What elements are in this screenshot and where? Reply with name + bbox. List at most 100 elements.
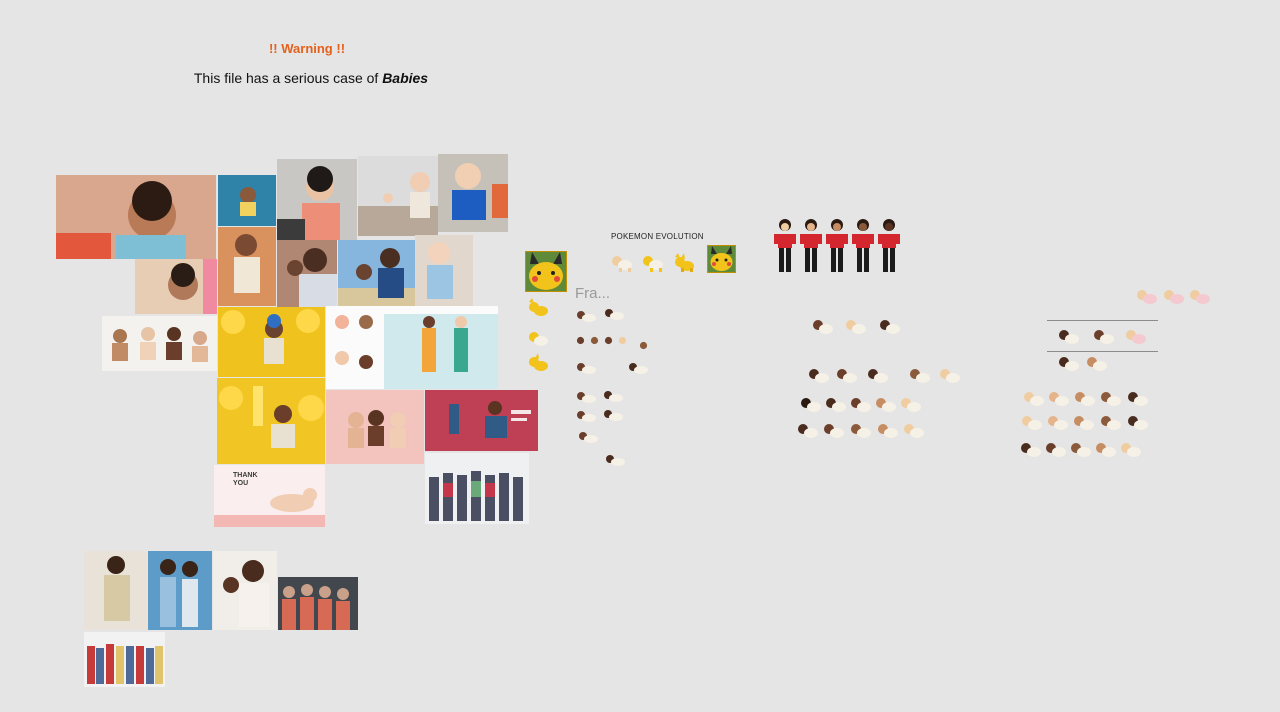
baby-emoji[interactable] [1100, 390, 1122, 408]
cat-baby-emoji-vertical-2[interactable] [527, 328, 549, 348]
baby-photo-yellow-balloons[interactable] [218, 307, 325, 377]
cat-emoji-vertical-1[interactable] [527, 298, 549, 318]
baby-emoji[interactable] [903, 422, 925, 440]
baby-emoji[interactable] [628, 361, 648, 377]
pikachu-large-emoji[interactable] [525, 251, 567, 292]
baby-emoji[interactable] [576, 309, 596, 325]
baby-emoji[interactable] [604, 307, 624, 323]
baby-emoji[interactable] [1020, 441, 1042, 459]
thank-you-card[interactable]: THANK YOU [214, 465, 325, 527]
baby-emoji[interactable] [1047, 414, 1069, 432]
baby-photo-white-room[interactable] [358, 156, 438, 236]
woman-emoji-red-shirt[interactable] [800, 218, 822, 274]
photo-pregnant-woman[interactable] [84, 551, 147, 630]
divider-line [1047, 351, 1158, 352]
baby-emoji[interactable] [867, 367, 889, 385]
baby-head-emoji[interactable] [618, 336, 627, 345]
baby-emoji[interactable] [850, 422, 872, 440]
pokemon-evolution-label: POKEMON EVOLUTION [611, 232, 704, 241]
family-photo-palm-trees[interactable] [338, 240, 415, 307]
baby-emoji[interactable] [1070, 441, 1092, 459]
baby-emoji[interactable] [1074, 390, 1096, 408]
baby-emoji[interactable] [797, 422, 819, 440]
baby-emoji[interactable] [900, 396, 922, 414]
baby-emoji[interactable] [1058, 355, 1080, 373]
baby-emoji[interactable] [1127, 414, 1149, 432]
thank-you-line2: YOU [233, 480, 249, 487]
baby-emoji[interactable] [850, 396, 872, 414]
baby-head-emoji[interactable] [576, 336, 585, 345]
baby-photo-smiling-toys[interactable] [135, 259, 217, 314]
photo-mom-kids-smiling[interactable] [213, 551, 277, 630]
baby-emoji-pink[interactable] [1136, 288, 1158, 306]
photo-couple-blue[interactable] [148, 551, 212, 630]
woman-emoji-red-shirt[interactable] [774, 218, 796, 274]
cat-baby-emoji[interactable] [642, 253, 664, 273]
baby-emoji[interactable] [611, 253, 633, 273]
pikachu-emoji[interactable] [707, 245, 736, 273]
baby-head-emoji[interactable] [604, 336, 613, 345]
warning-text-emphasis: Babies [382, 70, 429, 86]
babies-row-photo[interactable] [102, 316, 217, 371]
baby-emoji[interactable] [576, 409, 596, 425]
baby-emoji[interactable] [939, 367, 961, 385]
baby-head-emoji[interactable] [639, 341, 648, 350]
baby-photo-number-one-balloon[interactable] [217, 378, 325, 464]
baby-emoji[interactable] [1048, 390, 1070, 408]
baby-emoji[interactable] [1093, 328, 1115, 346]
cat-emoji[interactable] [673, 253, 695, 273]
baby-emoji[interactable] [576, 361, 596, 377]
photo-women-red-shirts[interactable] [278, 577, 358, 630]
divider-line [1047, 320, 1158, 321]
baby-emoji[interactable] [1127, 390, 1149, 408]
baby-photo-blue-onesie[interactable] [415, 235, 473, 307]
baby-emoji[interactable] [1100, 414, 1122, 432]
thank-you-line1: THANK [233, 472, 258, 479]
baby-emoji[interactable] [875, 396, 897, 414]
baby-emoji[interactable] [1086, 355, 1108, 373]
baby-emoji[interactable] [1073, 414, 1095, 432]
ad-photo-red-poster[interactable] [425, 390, 538, 451]
baby-emoji[interactable] [836, 367, 858, 385]
woman-emoji-red-shirt[interactable] [826, 218, 848, 274]
baby-emoji[interactable] [1021, 414, 1043, 432]
baby-emoji[interactable] [1045, 441, 1067, 459]
group-photo-women-white[interactable] [425, 453, 529, 524]
baby-emoji[interactable] [800, 396, 822, 414]
baby-emoji[interactable] [1095, 441, 1117, 459]
baby-emoji-pink[interactable] [1163, 288, 1185, 306]
baby-photo-curly-hair[interactable] [56, 175, 216, 259]
baby-emoji[interactable] [605, 453, 625, 469]
cat-emoji-vertical-3[interactable] [527, 353, 549, 373]
baby-photo-cookie-monster[interactable] [438, 154, 508, 232]
baby-emoji[interactable] [845, 318, 867, 336]
baby-emoji-pink[interactable] [1125, 328, 1147, 346]
baby-emoji[interactable] [812, 318, 834, 336]
woman-emoji-red-shirt[interactable] [878, 218, 900, 274]
family-photo-dad-kiss[interactable] [277, 240, 337, 307]
baby-photo-standing-dress[interactable] [218, 227, 276, 306]
baby-emoji[interactable] [879, 318, 901, 336]
babies-photo-pink-background[interactable] [326, 390, 424, 464]
baby-photo-pink-shirt[interactable] [277, 159, 357, 240]
baby-emoji[interactable] [877, 422, 899, 440]
baby-head-emoji[interactable] [590, 336, 599, 345]
baby-emoji[interactable] [1120, 441, 1142, 459]
baby-emoji[interactable] [808, 367, 830, 385]
baby-emoji[interactable] [825, 396, 847, 414]
baby-emoji[interactable] [1023, 390, 1045, 408]
baby-emoji[interactable] [823, 422, 845, 440]
baby-emoji[interactable] [578, 430, 598, 446]
woman-emoji-red-shirt[interactable] [852, 218, 874, 274]
baby-photo-sitting-blue[interactable] [218, 175, 276, 226]
photo-women-lineup-red[interactable] [84, 632, 165, 687]
baby-emoji-pink[interactable] [1189, 288, 1211, 306]
baby-emoji[interactable] [909, 367, 931, 385]
illustration-babies-kitchen[interactable] [326, 306, 498, 389]
baby-emoji[interactable] [576, 390, 596, 406]
baby-emoji[interactable] [603, 408, 623, 424]
baby-emoji[interactable] [1058, 328, 1080, 346]
warning-text-prefix: This file has a serious case of [193, 70, 383, 86]
baby-emoji[interactable] [603, 389, 623, 405]
frame-label: Fra... [575, 285, 611, 302]
